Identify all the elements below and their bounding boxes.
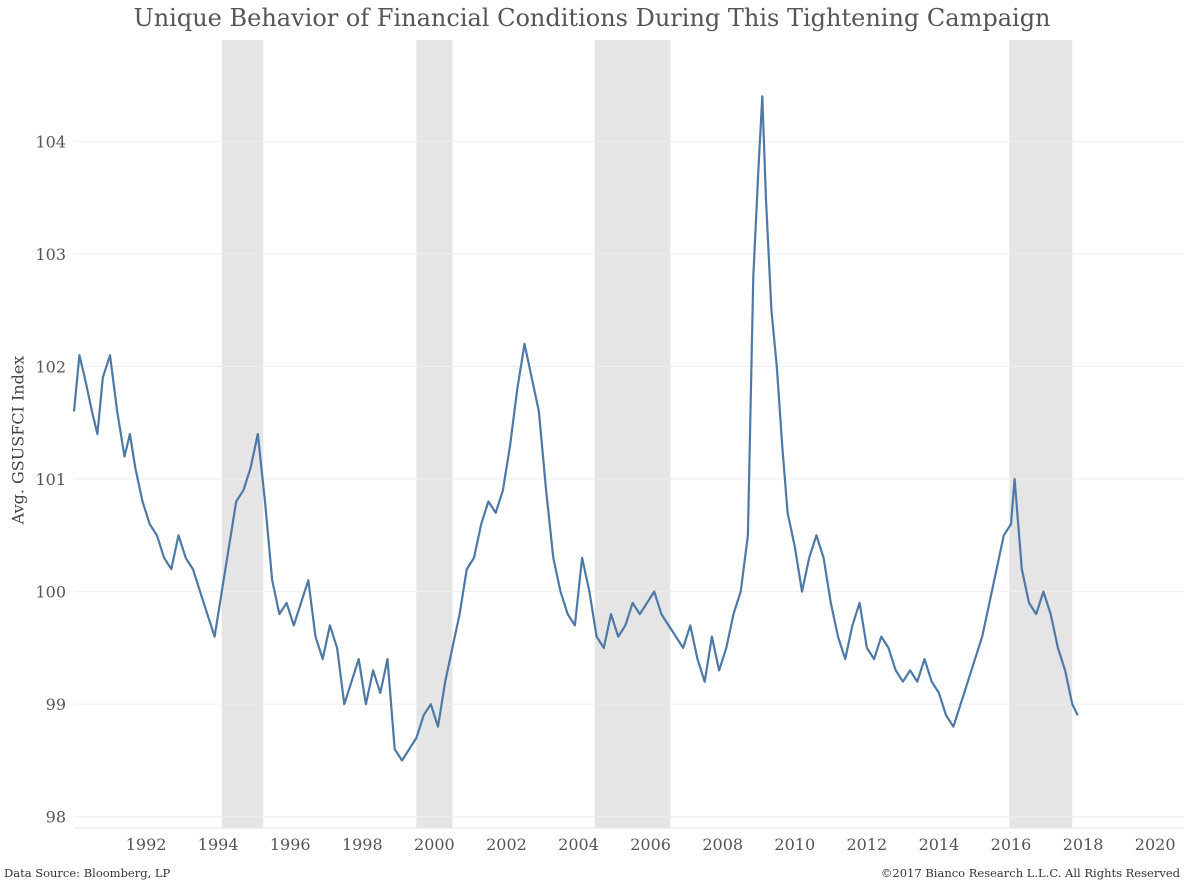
y-tick-99: 99 xyxy=(46,695,66,714)
shaded-period-3 xyxy=(1009,40,1073,828)
x-tick-1998: 1998 xyxy=(342,835,383,854)
shaded-period-2 xyxy=(594,40,671,828)
x-tick-labels: 1992 1994 1996 1998 2000 2002 2004 2006 2008 2010… xyxy=(126,835,1176,854)
y-tick-labels: 98 99 100 101 102 103 104 xyxy=(35,132,66,826)
x-tick-2012: 2012 xyxy=(846,835,887,854)
x-tick-2006: 2006 xyxy=(630,835,671,854)
copyright-note: ©2017 Bianco Research L.L.C. All Rights … xyxy=(880,866,1180,880)
y-tick-102: 102 xyxy=(35,357,66,376)
series-line-0 xyxy=(72,95,1079,762)
x-tick-2014: 2014 xyxy=(919,835,960,854)
y-tick-101: 101 xyxy=(35,470,66,489)
x-tick-2000: 2000 xyxy=(414,835,455,854)
shaded-period-1 xyxy=(416,40,453,828)
chart-plot: 98 99 100 101 102 103 104 1992 1994 1996 1998 2000… xyxy=(35,40,1184,854)
y-tick-103: 103 xyxy=(35,245,66,264)
y-tick-100: 100 xyxy=(35,583,66,602)
x-tick-2002: 2002 xyxy=(486,835,527,854)
chart-title: Unique Behavior of Financial Conditions … xyxy=(133,4,1051,32)
x-tick-1996: 1996 xyxy=(270,835,311,854)
y-tick-98: 98 xyxy=(46,808,66,827)
x-tick-1994: 1994 xyxy=(198,835,239,854)
x-tick-2004: 2004 xyxy=(558,835,599,854)
x-tick-1992: 1992 xyxy=(126,835,167,854)
x-tick-2020: 2020 xyxy=(1135,835,1176,854)
shaded-period-0 xyxy=(221,40,264,828)
series-group xyxy=(72,95,1079,762)
x-tick-2016: 2016 xyxy=(991,835,1032,854)
data-source-note: Data Source: Bloomberg, LP xyxy=(4,866,171,880)
x-tick-2008: 2008 xyxy=(702,835,743,854)
x-tick-2010: 2010 xyxy=(774,835,815,854)
shaded-periods xyxy=(221,40,1073,828)
gridlines xyxy=(74,140,1184,829)
y-tick-104: 104 xyxy=(35,132,66,151)
x-tick-2018: 2018 xyxy=(1063,835,1104,854)
